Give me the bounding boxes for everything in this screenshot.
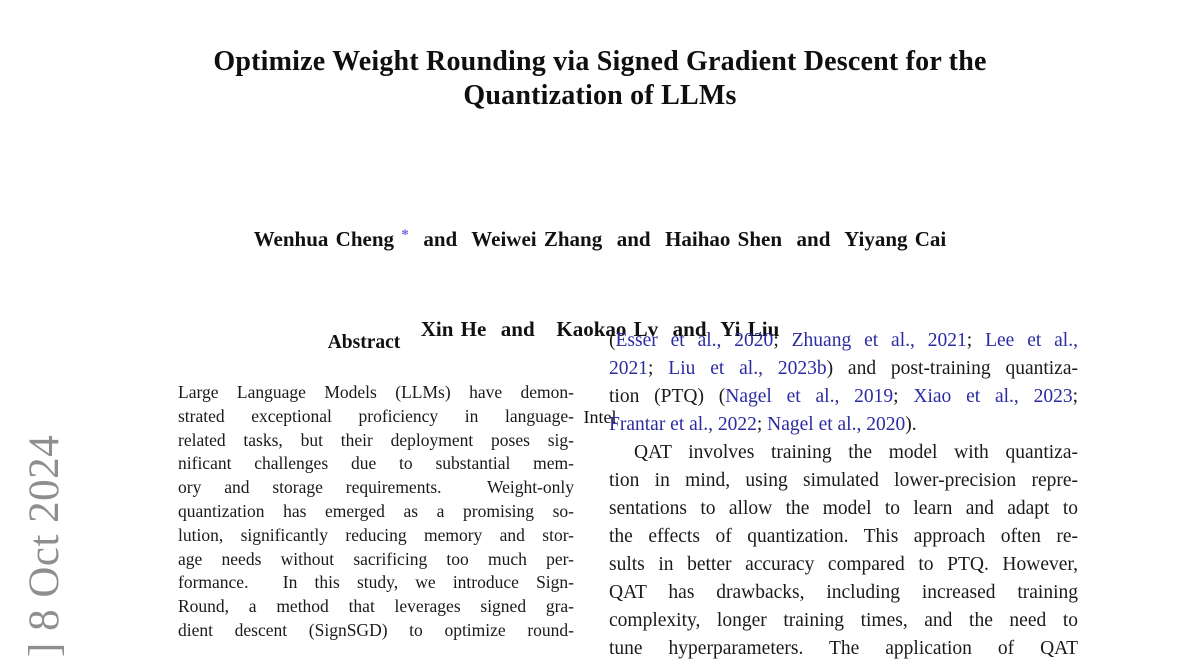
citation-link[interactable]: Xiao et al., 2023 [913, 386, 1073, 407]
text-run: ; [1072, 386, 1079, 407]
paper-title-line-2: Quantization of LLMs [463, 80, 737, 111]
body-line: (Esser et al., 2020; Zhuang et al., 2021… [609, 327, 1078, 355]
abstract-line: Round, a method that leverages signed gr… [178, 596, 574, 617]
text-run: ( [609, 330, 616, 351]
citation-link[interactable]: Nagel et al., 2020 [767, 414, 906, 435]
abstract-text: Large Language Models (LLMs) have demon-… [178, 381, 574, 643]
text-run: ; [648, 358, 669, 379]
text-run: tion (PTQ) ( [609, 386, 726, 407]
citation-link[interactable]: 2021 [609, 358, 648, 379]
body-line: complexity, longer training times, and t… [609, 610, 1078, 631]
text-run: and Weiwei Zhang and Haihao Shen and Yiy… [408, 226, 947, 251]
abstract-line: formance. In this study, we introduce Si… [178, 572, 574, 593]
body-line: tion in mind, using simulated lower-prec… [609, 470, 1078, 491]
body-line: 2021; Liu et al., 2023b) and post-traini… [609, 355, 1078, 383]
body-line: QAT involves training the model with qua… [634, 442, 1078, 463]
body-line: tune hyperparameters. The application of… [609, 638, 1078, 659]
text-run: ; [966, 330, 986, 351]
footnote-asterisk[interactable]: * [401, 227, 409, 243]
abstract-line: age needs without sacrificing too much p… [178, 548, 574, 569]
body-line: Frantar et al., 2022; Nagel et al., 2020… [609, 411, 1078, 439]
citation-link[interactable]: Lee et al., [985, 330, 1078, 351]
abstract-line: strated exceptional proficiency in langu… [178, 405, 574, 426]
body-line: the effects of quantization. This approa… [609, 526, 1078, 547]
paper-title: Optimize Weight Rounding via Signed Grad… [0, 45, 1200, 113]
text-run: Wenhua Cheng [253, 226, 402, 251]
body-line: sults in better accuracy compared to PTQ… [609, 554, 1078, 575]
text-run: ; [773, 330, 792, 351]
abstract-line: lution, significantly reducing memory an… [178, 524, 574, 545]
paper-title-line-1: Optimize Weight Rounding via Signed Grad… [213, 46, 987, 77]
text-run: Xin He and Kaokao Lv and Yi Liu [420, 316, 780, 341]
abstract-line: related tasks, but their deployment pose… [178, 429, 574, 450]
right-column-text: (Esser et al., 2020; Zhuang et al., 2021… [609, 327, 1078, 663]
citation-link[interactable]: Nagel et al., 2019 [725, 386, 894, 407]
citation-link[interactable]: Zhuang et al., 2021 [791, 330, 967, 351]
text-run: ). [905, 414, 917, 435]
body-line: tion (PTQ) (Nagel et al., 2019; Xiao et … [609, 383, 1078, 411]
authors-line-2: Xin He and Kaokao Lv and Yi Liu [0, 314, 1200, 344]
text-run: ) and post-training quantiza- [826, 358, 1078, 379]
body-line: QAT has drawbacks, including increased t… [609, 582, 1078, 603]
abstract-line: Large Language Models (LLMs) have demon- [178, 382, 574, 402]
abstract-line: nificant challenges due to substantial m… [178, 453, 574, 474]
abstract-line: ory and storage requirements. Weight-onl… [178, 477, 574, 498]
abstract-line: quantization has emerged as a promising … [178, 500, 574, 521]
text-run: ; [893, 386, 914, 407]
abstract-heading: Abstract [327, 332, 401, 353]
abstract-line: dient descent (SignSGD) to optimize roun… [178, 619, 574, 640]
text-run: ; [756, 414, 768, 435]
citation-link[interactable]: Liu et al., 2023b [668, 358, 827, 379]
author-block: Wenhua Cheng * and Weiwei Zhang and Haih… [0, 160, 1200, 491]
affiliation: Intel [583, 406, 617, 427]
citation-link[interactable]: Frantar et al., 2022 [609, 414, 757, 435]
body-line: sentations to allow the model to learn a… [609, 498, 1078, 519]
citation-link[interactable]: Esser et al., 2020 [615, 330, 774, 351]
authors-line-1: Wenhua Cheng * and Weiwei Zhang and Haih… [0, 220, 1200, 254]
